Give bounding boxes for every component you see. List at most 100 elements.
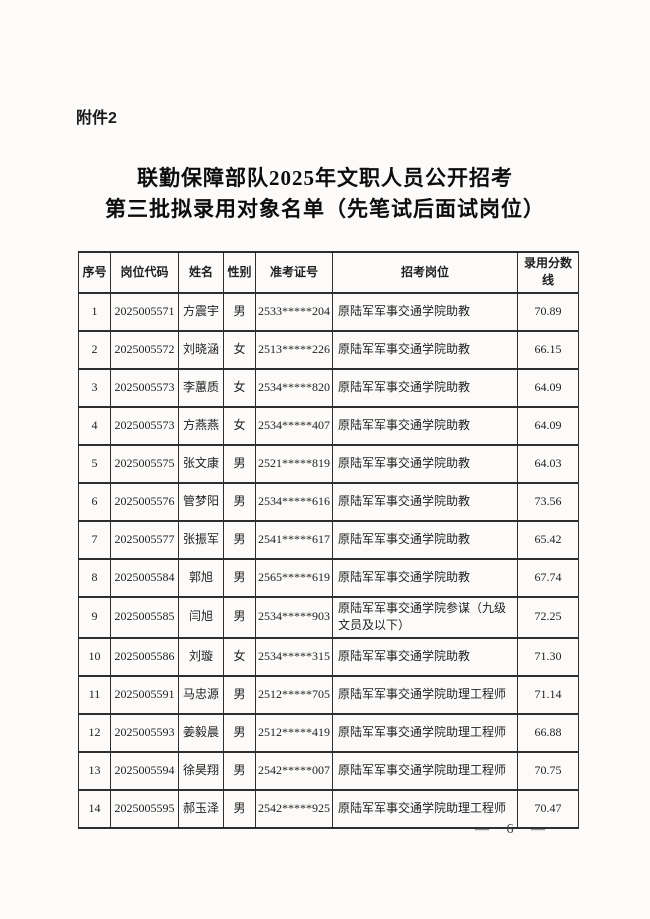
cell-score: 72.25 — [517, 595, 579, 639]
cell-score: 64.03 — [517, 443, 579, 484]
table-row: 11 2025005591 马忠源男 2512*****705 原陆军军事交通学院助理工… — [78, 674, 579, 715]
cell-position: 原陆军军事交通学院助理工程师 — [332, 712, 518, 753]
cell-name: 张文康 — [178, 443, 224, 484]
cell-exam-id: 2512*****419 — [255, 712, 333, 753]
cell-name: 刘璇 — [178, 636, 224, 677]
cell-position-code: 2025005575 — [110, 443, 179, 484]
cell-exam-id: 2521*****819 — [255, 443, 333, 484]
cell-gender: 男 — [223, 519, 256, 560]
cell-exam-id: 2513*****226 — [255, 329, 333, 370]
table-header-cell: 准考证号 — [255, 251, 333, 294]
cell-name: 马忠源 — [178, 674, 224, 715]
cell-position: 原陆军军事交通学院助教 — [332, 329, 518, 370]
cell-position-code: 2025005594 — [110, 750, 179, 791]
cell-gender: 男 — [223, 674, 256, 715]
table-header-cell: 录用分数线 — [517, 251, 579, 294]
table-row: 6 2025005576 管梦阳男 2534*****616 原陆军军事交通学院助教 73… — [78, 481, 579, 522]
cell-no: 14 — [78, 788, 111, 829]
cell-name: 郝玉泽 — [178, 788, 224, 829]
cell-no: 13 — [78, 750, 111, 791]
cell-exam-id: 2542*****007 — [255, 750, 333, 791]
cell-position: 原陆军军事交通学院助教 — [332, 636, 518, 677]
cell-position: 原陆军军事交通学院助教 — [332, 481, 518, 522]
cell-position-code: 2025005595 — [110, 788, 179, 829]
table-row: 14 2025005595 郝玉泽男 2542*****925 原陆军军事交通学院助理工… — [78, 788, 579, 829]
cell-position: 原陆军军事交通学院助理工程师 — [332, 750, 518, 791]
cell-no: 11 — [78, 674, 111, 715]
cell-name: 徐昊翔 — [178, 750, 224, 791]
cell-no: 1 — [78, 291, 111, 332]
table-header-cell: 招考岗位 — [332, 251, 518, 294]
cell-position: 原陆军军事交通学院助教 — [332, 557, 518, 598]
table-row: 10 2025005586 刘璇女 2534*****315 原陆军军事交通学院助教 71… — [78, 636, 579, 677]
cell-score: 65.42 — [517, 519, 579, 560]
cell-no: 3 — [78, 367, 111, 408]
cell-exam-id: 2565*****619 — [255, 557, 333, 598]
table-row: 8 2025005584 郭旭男 2565*****619 原陆军军事交通学院助教 67.… — [78, 557, 579, 598]
attachment-label: 附件2 — [76, 110, 117, 127]
cell-exam-id: 2534*****820 — [255, 367, 333, 408]
cell-exam-id: 2541*****617 — [255, 519, 333, 560]
footer-dash-right: — — [531, 822, 547, 837]
cell-no: 12 — [78, 712, 111, 753]
document-title-line1: 联勤保障部队2025年文职人员公开招考 — [137, 166, 513, 190]
cell-score: 67.74 — [517, 557, 579, 598]
cell-exam-id: 2542*****925 — [255, 788, 333, 829]
cell-name: 方燕燕 — [178, 405, 224, 446]
cell-position-code: 2025005584 — [110, 557, 179, 598]
table-row: 13 2025005594 徐昊翔男 2542*****007 原陆军军事交通学院助理工… — [78, 750, 579, 791]
cell-name: 郭旭 — [178, 557, 224, 598]
table-body: 1 2025005571 方震宇男 2533*****204 原陆军军事交通学院助教 70… — [78, 291, 579, 829]
cell-position: 原陆军军事交通学院助教 — [332, 443, 518, 484]
cell-gender: 女 — [223, 367, 256, 408]
cell-no: 7 — [78, 519, 111, 560]
cell-position-code: 2025005573 — [110, 367, 179, 408]
cell-position-code: 2025005576 — [110, 481, 179, 522]
cell-gender: 男 — [223, 595, 256, 639]
cell-score: 64.09 — [517, 367, 579, 408]
table-header-cell: 序号 — [78, 251, 111, 294]
cell-exam-id: 2534*****407 — [255, 405, 333, 446]
cell-gender: 女 — [223, 329, 256, 370]
cell-name: 姜毅晨 — [178, 712, 224, 753]
cell-score: 73.56 — [517, 481, 579, 522]
cell-position-code: 2025005572 — [110, 329, 179, 370]
cell-exam-id: 2512*****705 — [255, 674, 333, 715]
cell-position: 原陆军军事交通学院助教 — [332, 519, 518, 560]
cell-name: 管梦阳 — [178, 481, 224, 522]
cell-position-code: 2025005593 — [110, 712, 179, 753]
cell-name: 张振军 — [178, 519, 224, 560]
cell-exam-id: 2534*****903 — [255, 595, 333, 639]
cell-exam-id: 2533*****204 — [255, 291, 333, 332]
table-row: 4 2025005573 方燕燕女 2534*****407 原陆军军事交通学院助教 64… — [78, 405, 579, 446]
table-row: 2 2025005572 刘晓涵女 2513*****226 原陆军军事交通学院助教 66… — [78, 329, 579, 370]
table-header-cell: 姓名 — [178, 251, 224, 294]
table-row: 5 2025005575 张文康男 2521*****819 原陆军军事交通学院助教 64… — [78, 443, 579, 484]
cell-gender: 男 — [223, 443, 256, 484]
cell-position: 原陆军军事交通学院助教 — [332, 291, 518, 332]
table-header-row: 序号 岗位代码 姓名 性别 准考证号 招考岗位 录用分数线 — [78, 251, 579, 294]
table-header-cell: 岗位代码 — [110, 251, 179, 294]
cell-score: 66.88 — [517, 712, 579, 753]
cell-gender: 男 — [223, 788, 256, 829]
cell-name: 李蕙质 — [178, 367, 224, 408]
cell-position: 原陆军军事交通学院助教 — [332, 405, 518, 446]
cell-score: 64.09 — [517, 405, 579, 446]
cell-name: 闫旭 — [178, 595, 224, 639]
cell-position-code: 2025005571 — [110, 291, 179, 332]
cell-gender: 男 — [223, 712, 256, 753]
cell-position-code: 2025005573 — [110, 405, 179, 446]
cell-position: 原陆军军事交通学院助理工程师 — [332, 788, 518, 829]
cell-gender: 女 — [223, 636, 256, 677]
cell-name: 方震宇 — [178, 291, 224, 332]
cell-exam-id: 2534*****616 — [255, 481, 333, 522]
cell-gender: 男 — [223, 481, 256, 522]
cell-gender: 男 — [223, 750, 256, 791]
cell-exam-id: 2534*****315 — [255, 636, 333, 677]
cell-no: 2 — [78, 329, 111, 370]
cell-gender: 男 — [223, 557, 256, 598]
cell-name: 刘晓涵 — [178, 329, 224, 370]
cell-position-code: 2025005591 — [110, 674, 179, 715]
cell-no: 6 — [78, 481, 111, 522]
